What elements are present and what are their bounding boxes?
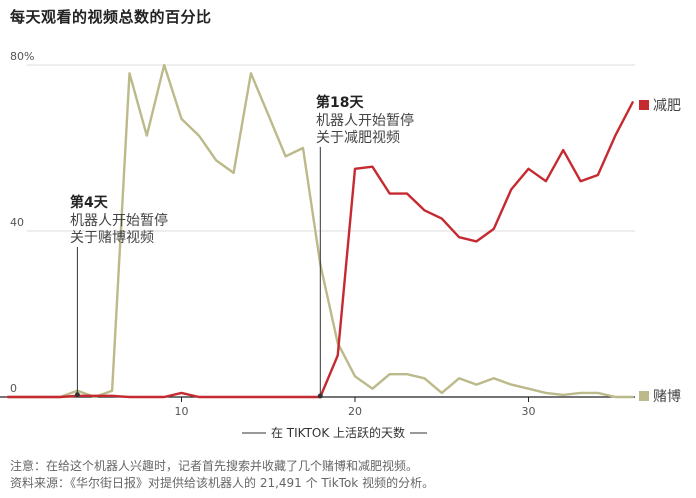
legend-label: 赌博: [653, 388, 681, 405]
legend-label: 减肥: [653, 98, 681, 114]
x-tick-label: 10: [175, 405, 189, 418]
source-text: 资料来源：《华尔街日报》对提供给该机器人的 21,491 个 TikTok 视频…: [10, 476, 435, 490]
y-tick-label: 40: [10, 216, 24, 229]
y-tick-label: 80%: [10, 50, 34, 63]
annotation-line: 关于赌博视频: [70, 229, 154, 246]
x-axis-title: 在 TIKTOK 上活跃的天数: [271, 425, 405, 440]
y-tick-label: 0: [10, 382, 17, 395]
note-text: 注意：在给这个机器人兴趣时，记者首先搜索并收藏了几个赌博和减肥视频。: [10, 459, 419, 473]
chart-notes: 注意：在给这个机器人兴趣时，记者首先搜索并收藏了几个赌博和减肥视频。 资料来源：…: [10, 458, 434, 492]
annotation-line: 关于减肥视频: [316, 130, 400, 146]
grid-layer: [27, 64, 635, 232]
chart-title: 每天观看的视频总数的百分比: [10, 8, 212, 26]
x-axis-title-group: 在 TIKTOK 上活跃的天数: [242, 425, 427, 440]
annotation-line: 机器人开始暂停: [70, 212, 168, 229]
legend-swatch: [639, 391, 649, 401]
annotation-point: [74, 392, 80, 398]
annotation-point: [317, 393, 323, 399]
x-tick-label: 30: [522, 405, 536, 418]
annotation-day: 第18天: [316, 94, 364, 111]
annotation-day: 第4天: [70, 194, 109, 211]
annotation-line: 机器人开始暂停: [316, 112, 414, 129]
legend-swatch: [639, 100, 649, 110]
x-tick-label: 20: [348, 405, 362, 418]
